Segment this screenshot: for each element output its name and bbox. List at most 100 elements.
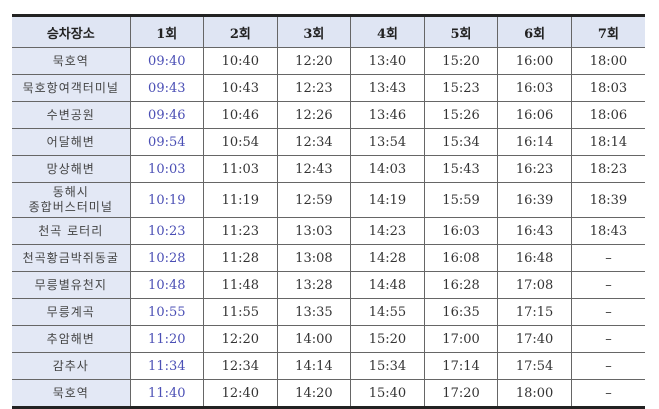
stop-name: 수변공원: [12, 101, 131, 129]
header-run-1: 1회: [129, 15, 205, 48]
departure-time: 15:34: [423, 128, 499, 156]
header-run-5: 5회: [423, 15, 499, 48]
departure-time: 10:43: [203, 74, 278, 102]
departure-time: –: [570, 352, 645, 380]
departure-time: 15:34: [350, 352, 425, 380]
table-row: 무릉계곡 10:55 11:55 13:35 14:55 16:35 17:15–: [12, 298, 645, 326]
table-row: 무릉별유천지 10:48 11:48 13:28 14:48 16:28 17:08–: [12, 271, 645, 299]
departure-time: 17:08: [497, 271, 572, 299]
header-row: 승차장소 1회 2회 3회 4회 5회 6회 7회: [12, 15, 645, 48]
departure-time: 11:23: [203, 217, 278, 245]
departure-time: 16:35: [423, 298, 499, 326]
departure-time: 16:03: [497, 74, 572, 102]
departure-time: 11:03: [203, 155, 278, 183]
departure-time: –: [570, 298, 645, 326]
departure-time: 09:43: [129, 74, 205, 102]
departure-time: 14:55: [350, 298, 425, 326]
stop-name-line: 종합버스터미널: [28, 200, 113, 214]
departure-time: 15:59: [423, 182, 499, 218]
departure-time: 12:20: [203, 325, 278, 353]
table-row: 천곡황금박쥐동굴 10:28 11:28 13:08 14:28 16:08 16:48–: [12, 244, 645, 272]
departure-time: 17:20: [423, 379, 499, 408]
departure-time: 10:03: [129, 155, 205, 183]
departure-time: –: [570, 325, 645, 353]
departure-time: 16:28: [423, 271, 499, 299]
departure-time: 18:00: [497, 379, 572, 408]
header-run-7: 7회: [570, 15, 645, 48]
table-row: 추암해변 11:20 12:20 14:00 15:20 17:00 17:40–: [12, 325, 645, 353]
departure-time: 11:34: [129, 352, 205, 380]
stop-name: 묵호역: [12, 47, 131, 75]
departure-time: 10:40: [203, 47, 278, 75]
departure-time: 16:06: [497, 101, 572, 129]
stop-name: 묵호항여객터미널: [12, 74, 131, 102]
departure-time: 14:20: [276, 379, 352, 408]
departure-time: 15:20: [423, 47, 499, 75]
departure-time: 17:40: [497, 325, 572, 353]
departure-time: 17:14: [423, 352, 499, 380]
departure-time: 12:34: [276, 128, 352, 156]
departure-time: 11:20: [129, 325, 205, 353]
departure-time: 14:00: [276, 325, 352, 353]
departure-time: 16:39: [497, 182, 572, 218]
stop-name: 감추사: [12, 352, 131, 380]
departure-time: 15:40: [350, 379, 425, 408]
departure-time: 10:28: [129, 244, 205, 272]
stop-name: 무릉계곡: [12, 298, 131, 326]
departure-time: 16:08: [423, 244, 499, 272]
departure-time: 14:48: [350, 271, 425, 299]
table-row: 수변공원 09:46 10:46 12:26 13:46 15:26 16:06 18:06: [12, 101, 645, 129]
table-row: 묵호항여객터미널 09:43 10:43 12:23 13:43 15:23 16:03 18…: [12, 74, 645, 102]
departure-time: 13:43: [350, 74, 425, 102]
departure-time: 11:28: [203, 244, 278, 272]
stop-name: 망상해변: [12, 155, 131, 183]
departure-time: –: [570, 379, 645, 408]
stop-name: 어달해변: [12, 128, 131, 156]
stop-name: 추암해변: [12, 325, 131, 353]
departure-time: 18:39: [570, 182, 645, 218]
departure-time: 16:48: [497, 244, 572, 272]
departure-time: 14:23: [350, 217, 425, 245]
departure-time: 18:43: [570, 217, 645, 245]
departure-time: 09:40: [129, 47, 205, 75]
departure-time: 18:14: [570, 128, 645, 156]
departure-time: 18:06: [570, 101, 645, 129]
departure-time: 15:23: [423, 74, 499, 102]
departure-time: 11:40: [129, 379, 205, 408]
departure-time: 12:43: [276, 155, 352, 183]
departure-time: 15:26: [423, 101, 499, 129]
departure-time: 11:55: [203, 298, 278, 326]
departure-time: 18:03: [570, 74, 645, 102]
departure-time: 12:59: [276, 182, 352, 218]
departure-time: 15:20: [350, 325, 425, 353]
header-run-2: 2회: [203, 15, 278, 48]
departure-time: 12:20: [276, 47, 352, 75]
departure-time: 14:14: [276, 352, 352, 380]
departure-time: 14:28: [350, 244, 425, 272]
departure-time: 18:23: [570, 155, 645, 183]
departure-time: 10:46: [203, 101, 278, 129]
departure-time: 17:15: [497, 298, 572, 326]
departure-time: 13:08: [276, 244, 352, 272]
departure-time: –: [570, 244, 645, 272]
departure-time: 17:00: [423, 325, 499, 353]
departure-time: 13:46: [350, 101, 425, 129]
table-row: 천곡 로터리 10:23 11:23 13:03 14:23 16:03 16:43 18:4…: [12, 217, 645, 245]
departure-time: 12:23: [276, 74, 352, 102]
departure-time: 13:54: [350, 128, 425, 156]
departure-time: 09:46: [129, 101, 205, 129]
header-run-4: 4회: [350, 15, 425, 48]
departure-time: 10:23: [129, 217, 205, 245]
departure-time: 11:48: [203, 271, 278, 299]
departure-time: 11:19: [203, 182, 278, 218]
departure-time: 13:03: [276, 217, 352, 245]
table-row: 묵호역 11:40 12:40 14:20 15:40 17:20 18:00–: [12, 379, 645, 408]
departure-time: 13:40: [350, 47, 425, 75]
departure-time: 16:14: [497, 128, 572, 156]
stop-name: 묵호역: [12, 379, 131, 408]
departure-time: 09:54: [129, 128, 205, 156]
departure-time: 10:19: [129, 182, 205, 218]
departure-time: 16:00: [497, 47, 572, 75]
departure-time: 12:40: [203, 379, 278, 408]
bus-timetable: 승차장소 1회 2회 3회 4회 5회 6회 7회 묵호역 09:40 10:40 12:20 13:…: [12, 14, 645, 409]
